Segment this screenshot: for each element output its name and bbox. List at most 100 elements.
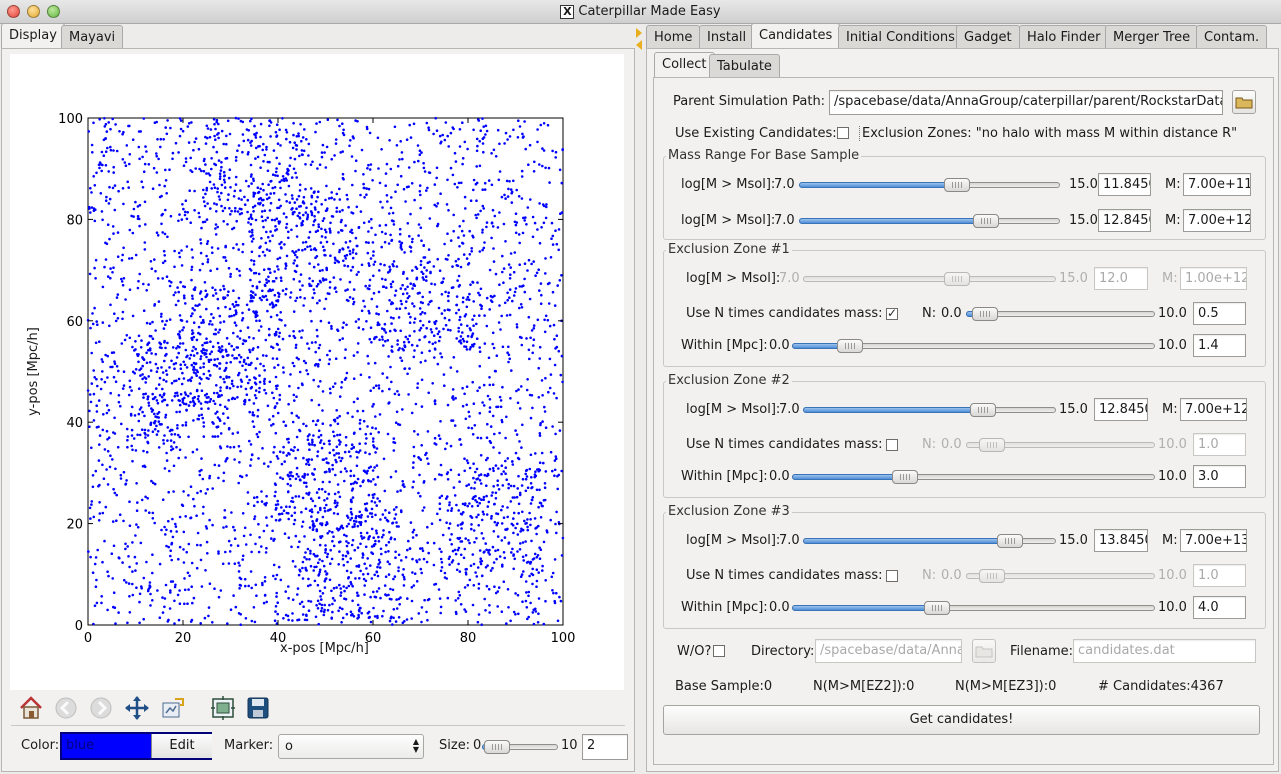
data-point (173, 394, 177, 398)
zone-2-mass-slider-thumb[interactable] (969, 403, 996, 417)
tab-collect[interactable]: Collect (654, 52, 715, 79)
browse-directory-button[interactable] (972, 639, 996, 663)
data-point (443, 242, 446, 246)
zone-1-m-value[interactable]: 1.00e+12 (1180, 267, 1247, 290)
tab-tabulate[interactable]: Tabulate (709, 54, 780, 78)
filename-input[interactable]: candidates.dat (1073, 639, 1256, 663)
zone-1-n-value[interactable]: 0.5 (1193, 302, 1246, 325)
tab-merger-tree[interactable]: Merger Tree (1105, 25, 1199, 49)
zone-2-n-slider-thumb[interactable] (979, 438, 1006, 452)
data-point (215, 210, 218, 213)
size-input[interactable]: 2 (582, 734, 628, 760)
data-point (130, 405, 134, 409)
tab-initial-conditions[interactable]: Initial Conditions (838, 25, 963, 49)
zone-3-within-value[interactable]: 4.0 (1193, 596, 1246, 619)
zone-3-within-slider-thumb[interactable] (924, 601, 951, 615)
zone-2-mass-slider[interactable] (803, 403, 1056, 417)
home-icon[interactable] (18, 695, 44, 721)
collapse-right-arrow-icon[interactable] (636, 28, 642, 38)
data-point (323, 506, 326, 510)
zone-3-n-value[interactable]: 1.0 (1193, 564, 1246, 587)
zone-1-mass-value[interactable]: 12.0 (1094, 267, 1148, 290)
zone-2-use-n-checkbox[interactable] (886, 439, 898, 451)
data-point (241, 342, 245, 346)
data-point (366, 167, 369, 170)
mass-range-value-1[interactable]: 11.8450 (1098, 173, 1151, 196)
tab-halo-finder[interactable]: Halo Finder (1019, 25, 1109, 49)
minimize-window-button[interactable] (27, 5, 40, 18)
zone-2-within-slider[interactable] (792, 470, 1155, 484)
zone-1-n-slider-thumb[interactable] (971, 307, 998, 321)
data-point (482, 512, 486, 516)
data-point (261, 295, 265, 298)
close-window-button[interactable] (7, 5, 20, 18)
zone-3-n-slider-thumb[interactable] (979, 569, 1006, 583)
data-point (465, 340, 469, 344)
zone-2-m-value[interactable]: 7.00e+12 (1180, 398, 1247, 421)
marker-select[interactable]: o ▲ ▼ (278, 734, 424, 759)
tab-display[interactable]: Display (1, 23, 65, 49)
color-picker[interactable]: blue Edit (60, 732, 212, 760)
zone-1-mass-slider[interactable] (803, 272, 1056, 286)
zone-1-mass-slider-thumb[interactable] (944, 272, 971, 286)
data-point (349, 469, 353, 473)
back-icon[interactable] (53, 695, 79, 721)
get-candidates-button[interactable]: Get candidates! (663, 705, 1260, 735)
zone-2-n-value[interactable]: 1.0 (1193, 433, 1246, 456)
panel-splitter[interactable] (635, 24, 645, 774)
tab-home[interactable]: Home (646, 25, 701, 49)
zone-3-use-n-checkbox[interactable] (886, 570, 898, 582)
data-point (275, 217, 279, 220)
edit-color-button[interactable]: Edit (151, 734, 212, 758)
maximize-window-button[interactable] (47, 5, 60, 18)
tab-mayavi[interactable]: Mayavi (61, 25, 124, 49)
zone-1-within-slider[interactable] (792, 339, 1155, 353)
zone-2-n-slider[interactable] (966, 438, 1155, 452)
zone-3-mass-slider[interactable] (803, 534, 1056, 548)
data-point (479, 303, 482, 307)
save-icon[interactable] (245, 695, 271, 721)
size-slider[interactable] (482, 740, 558, 754)
data-point (219, 589, 223, 592)
data-point (486, 564, 489, 567)
data-point (298, 211, 301, 215)
zone-3-m-value[interactable]: 7.00e+13 (1180, 529, 1247, 552)
data-point (297, 134, 301, 138)
zone-2-within-value[interactable]: 3.0 (1193, 465, 1246, 488)
mass-range-slider-1[interactable] (799, 178, 1060, 192)
data-point (327, 492, 331, 496)
use-existing-checkbox[interactable] (837, 127, 849, 139)
zone-3-mass-value[interactable]: 13.8450 (1094, 529, 1148, 552)
zone-2-within-slider-thumb[interactable] (891, 470, 918, 484)
browse-parent-button[interactable] (1232, 90, 1256, 114)
size-slider-thumb[interactable] (484, 740, 511, 754)
mass-range-slider-1-thumb[interactable] (943, 178, 970, 192)
wo-checkbox[interactable] (713, 645, 725, 657)
collapse-left-arrow-icon[interactable] (636, 40, 642, 50)
mass-range-m-value-1[interactable]: 7.00e+11 (1183, 173, 1251, 196)
zone-1-n-slider[interactable] (966, 307, 1155, 321)
pan-icon[interactable] (124, 695, 150, 721)
mass-range-slider-2[interactable] (799, 214, 1060, 228)
zone-1-within-value[interactable]: 1.4 (1193, 334, 1246, 357)
zone-3-n-slider[interactable] (966, 569, 1155, 583)
mass-range-m-value-2[interactable]: 7.00e+12 (1183, 209, 1251, 232)
parent-path-input[interactable]: /spacebase/data/AnnaGroup/caterpillar/pa… (829, 90, 1223, 115)
subplots-icon[interactable] (210, 695, 236, 721)
tab-gadget[interactable]: Gadget (956, 25, 1020, 49)
forward-icon[interactable] (88, 695, 114, 721)
zone-1-use-n-checkbox[interactable] (886, 306, 898, 320)
zone-1-within-slider-thumb[interactable] (837, 339, 864, 353)
mass-range-slider-2-thumb[interactable] (972, 214, 999, 228)
tab-candidates[interactable]: Candidates (751, 23, 841, 49)
mass-range-value-2[interactable]: 12.8450 (1098, 209, 1151, 232)
configure-icon[interactable] (160, 695, 186, 721)
zone-2-mass-value[interactable]: 12.8450 (1094, 398, 1148, 421)
zone-3-within-slider[interactable] (792, 601, 1155, 615)
plot-canvas[interactable]: 0 20 40 60 80 100 0 20 40 60 80 100 x-pos [Mpc/h] y… (10, 54, 624, 690)
tab-install[interactable]: Install (699, 25, 755, 49)
zone-3-mass-slider-thumb[interactable] (997, 534, 1024, 548)
tab-contam[interactable]: Contam. (1196, 25, 1268, 49)
directory-input[interactable]: /spacebase/data/Anna (815, 639, 962, 663)
